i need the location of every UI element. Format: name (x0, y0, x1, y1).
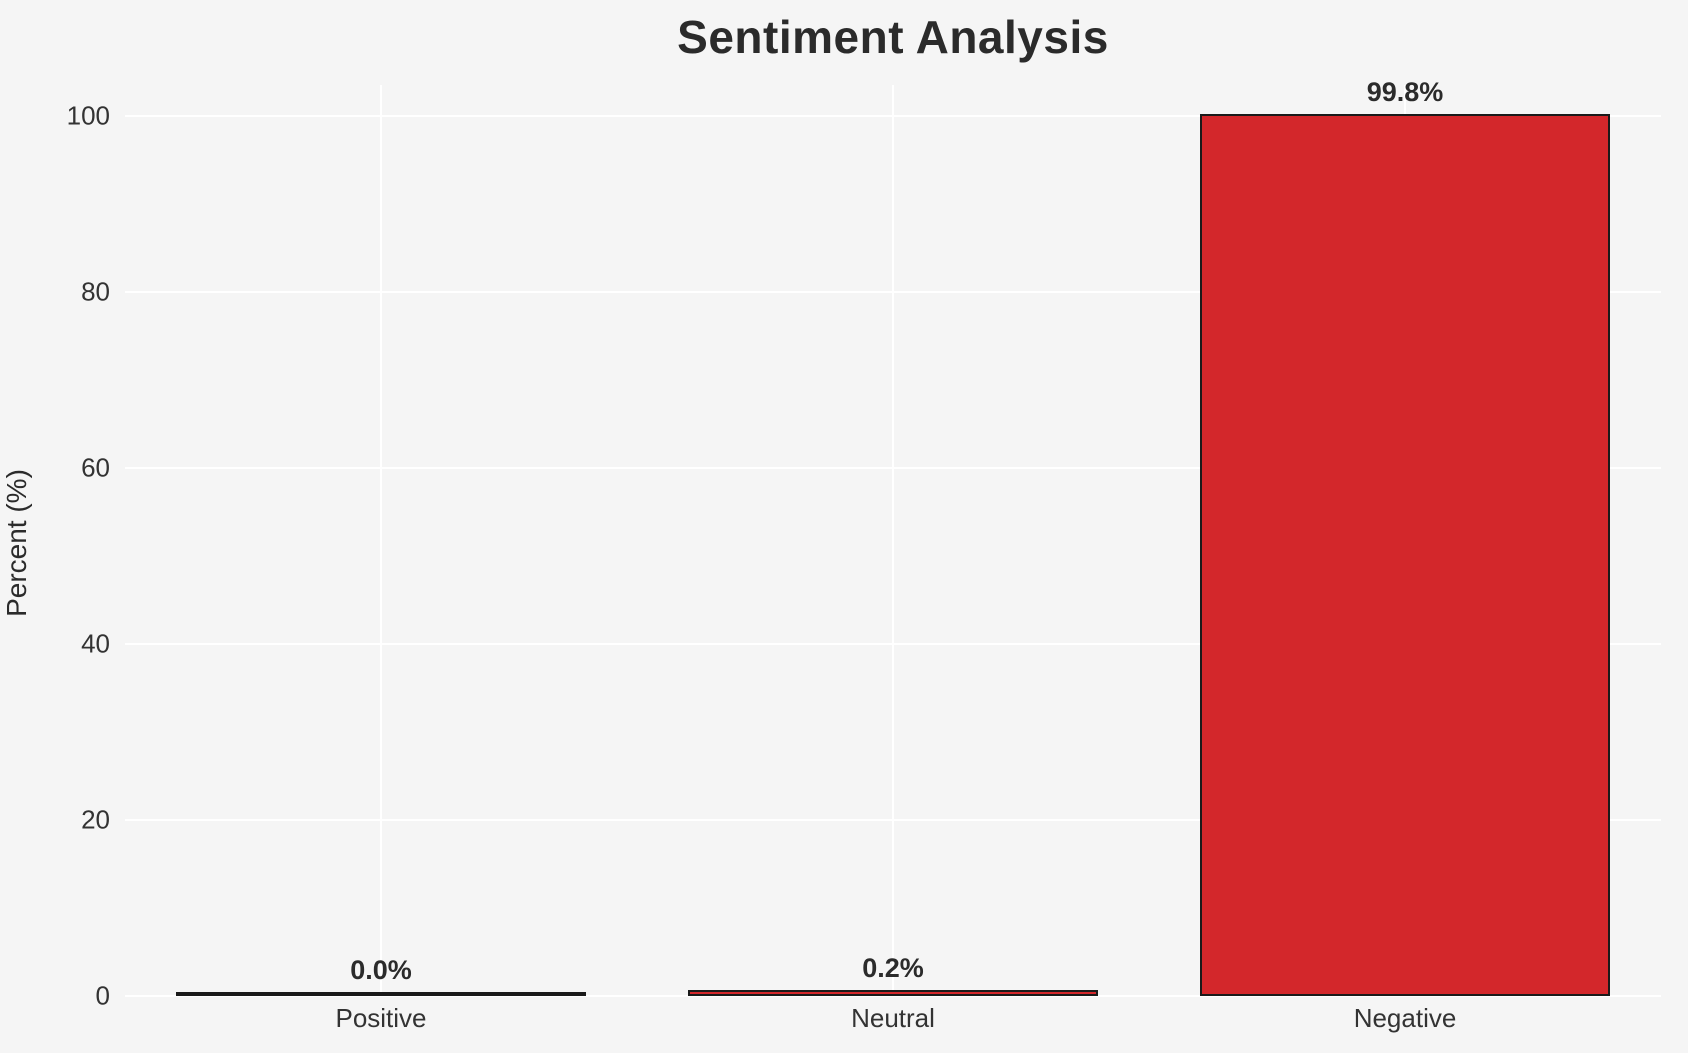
gridline-v-positive (380, 85, 382, 996)
gridline-h-0 (125, 995, 1661, 997)
x-tick-label-positive: Positive (335, 1003, 427, 1033)
bar-positive (176, 992, 586, 996)
chart-title: Sentiment Analysis (677, 11, 1109, 63)
y-tick-label: 20 (81, 804, 110, 835)
y-tick-label: 40 (81, 628, 110, 659)
bar-value-label-positive: 0.0% (350, 955, 412, 985)
y-axis-label: Percent (%) (1, 469, 32, 617)
plot-area: 0.0% 0.2% 99.8% (125, 77, 1661, 997)
y-tick-label: 80 (81, 276, 110, 307)
gridline-v-neutral (892, 85, 894, 996)
x-tick-label-neutral: Neutral (851, 1003, 935, 1033)
y-tick-label: 60 (81, 452, 110, 483)
bar-negative (1200, 113, 1610, 996)
bar-neutral (688, 990, 1098, 996)
y-tick-label: 0 (95, 980, 110, 1011)
bar-value-label-negative: 99.8% (1366, 76, 1444, 107)
bar-value-label-neutral: 0.2% (862, 953, 924, 984)
y-tick-label: 100 (66, 100, 110, 131)
x-tick-label-negative: Negative (1353, 1003, 1457, 1033)
